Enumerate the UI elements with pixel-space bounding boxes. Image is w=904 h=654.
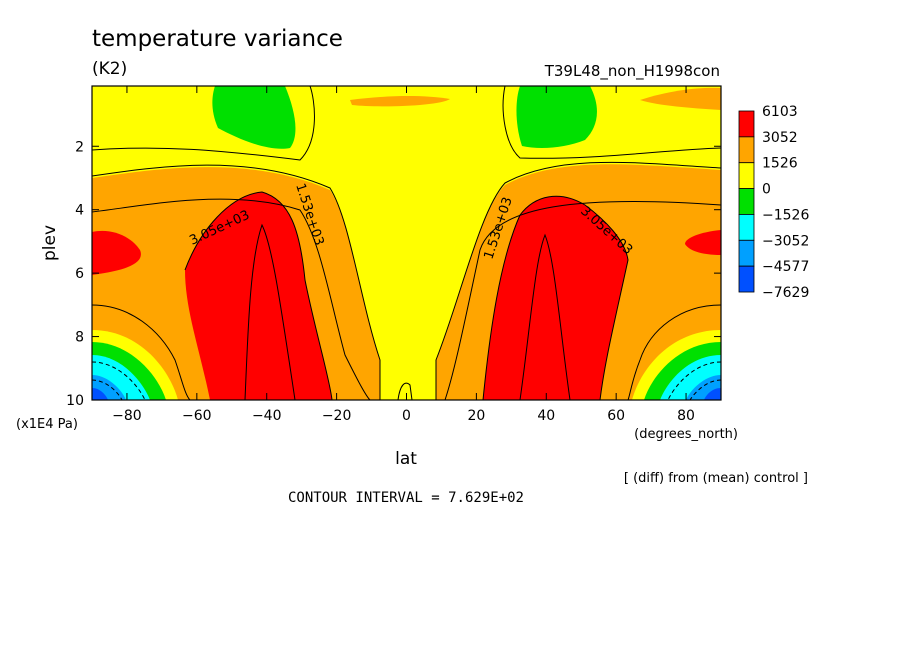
y-axis-label: plev — [40, 225, 60, 261]
field-bottom-north-corner — [632, 330, 721, 400]
x-tick-label-4: 0 — [402, 408, 411, 424]
colorbar-label-5: −3052 — [762, 233, 809, 249]
colorbar-label-1: 3052 — [762, 130, 798, 146]
x-axis-label: lat — [395, 449, 417, 469]
colorbar-label-3: 0 — [762, 182, 771, 198]
x-axis: −80 −60 −40 −20 0 20 40 60 80 — [112, 86, 695, 424]
field-green-top-south — [212, 86, 296, 149]
chart-units: (K2) — [92, 59, 127, 79]
y-tick-label-0: 2 — [75, 139, 84, 155]
contour-interval: CONTOUR INTERVAL = 7.629E+02 — [288, 490, 524, 506]
y-tick-label-4: 10 — [66, 393, 84, 409]
x-tick-label-8: 80 — [677, 408, 695, 424]
negative-contours — [92, 361, 721, 400]
x-tick-label-6: 40 — [537, 408, 555, 424]
field-orange-top-center — [350, 96, 450, 107]
y-tick-label-2: 6 — [75, 266, 84, 282]
x-axis-units: (degrees_north) — [634, 427, 738, 442]
colorbar-label-4: −1526 — [762, 207, 809, 223]
field-red-patch-north — [685, 230, 721, 255]
colorbar-swatch-4 — [738, 214, 755, 241]
contour-lines — [92, 86, 721, 400]
field-orange-top-north — [640, 87, 721, 110]
colorbar-swatch-3 — [738, 188, 755, 215]
footnote: [ (diff) from (mean) control ] — [624, 471, 808, 486]
y-axis-units: (x1E4 Pa) — [16, 417, 78, 432]
colorbar-label-6: −4577 — [762, 259, 809, 275]
colorbar-swatch-0 — [738, 110, 755, 138]
x-tick-label-7: 60 — [607, 408, 625, 424]
chart-title: temperature variance — [92, 26, 343, 52]
x-tick-label-0: −80 — [112, 408, 142, 424]
x-tick-label-1: −60 — [182, 408, 212, 424]
field-red-core-south — [185, 192, 332, 400]
colorbar-label-2: 1526 — [762, 156, 798, 172]
colorbar-swatch-6 — [738, 265, 755, 293]
field-red-core-north — [483, 196, 628, 400]
y-tick-label-3: 8 — [75, 330, 84, 346]
colorbar-swatch-5 — [738, 239, 755, 267]
field-green-top-north — [516, 86, 597, 148]
y-axis: 2 4 6 8 10 — [66, 139, 721, 409]
colorbar-swatch-1 — [738, 136, 755, 164]
y-tick-label-1: 4 — [75, 203, 84, 219]
field-bottom-south-corner — [92, 330, 178, 400]
colorbar-swatch-2 — [738, 162, 755, 189]
x-tick-label-3: −20 — [322, 408, 352, 424]
colorbar-label-0: 6103 — [762, 104, 798, 120]
run-label: T39L48_non_H1998con — [544, 62, 720, 81]
x-tick-label-5: 20 — [467, 408, 485, 424]
colorbar-label-7: −7629 — [762, 285, 809, 301]
field-red-patch-south — [92, 230, 141, 275]
x-tick-label-2: −40 — [252, 408, 282, 424]
plot-area: 3.05e+03 1.53e+03 1.53e+03 3.05e+03 — [92, 86, 721, 400]
colorbar: 6103 3052 1526 0 −1526 −3052 −4577 −7629 — [738, 104, 809, 301]
